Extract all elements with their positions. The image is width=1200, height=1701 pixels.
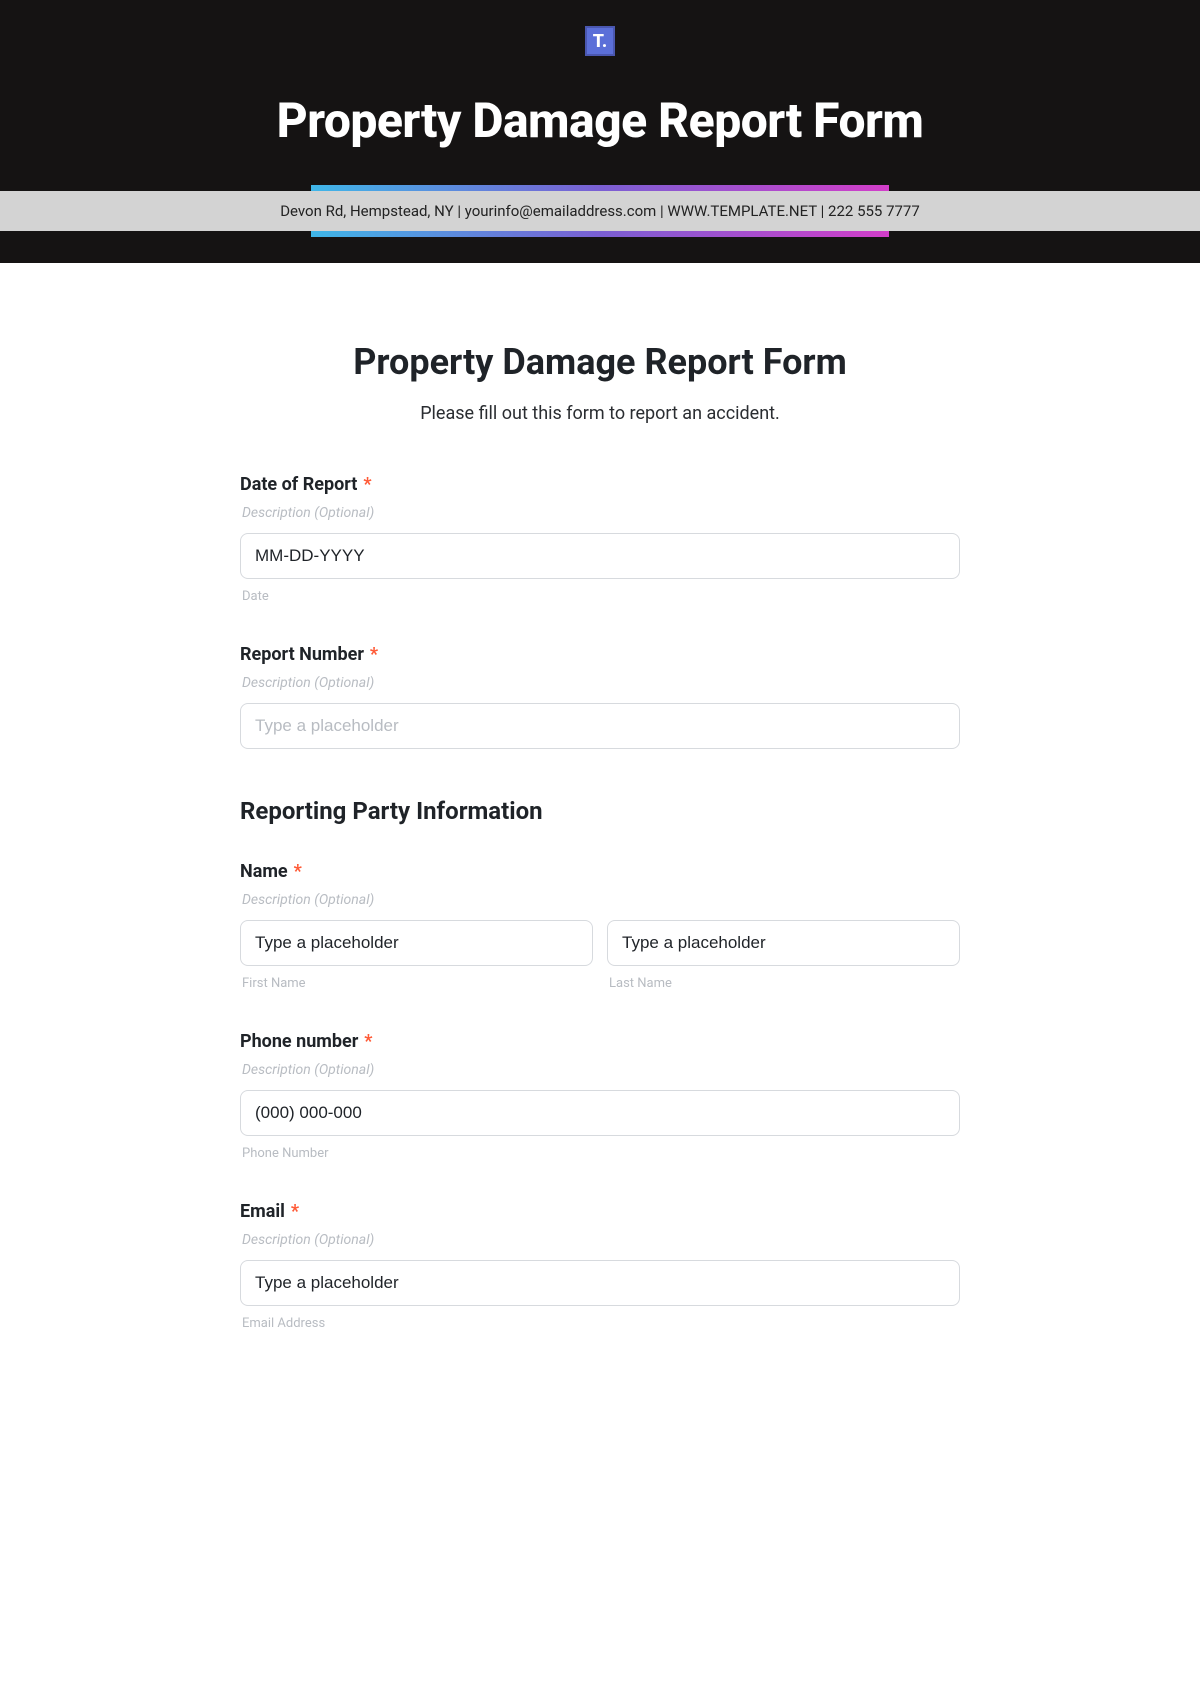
phone-label: Phone number — [240, 1031, 358, 1052]
field-email: Email * Description (Optional) Email Add… — [240, 1201, 960, 1331]
email-input[interactable] — [240, 1260, 960, 1306]
report-number-label: Report Number — [240, 644, 364, 665]
report-number-description: Description (Optional) — [240, 675, 960, 691]
date-sublabel: Date — [240, 589, 960, 604]
form-container: Property Damage Report Form Please fill … — [240, 263, 960, 1411]
date-input[interactable] — [240, 533, 960, 579]
logo-container: T. — [0, 20, 1200, 74]
phone-description: Description (Optional) — [240, 1062, 960, 1078]
form-subtitle: Please fill out this form to report an a… — [240, 403, 960, 424]
header-bottom-spacer — [0, 237, 1200, 263]
field-phone: Phone number * Description (Optional) Ph… — [240, 1031, 960, 1161]
required-mark: * — [291, 1201, 299, 1222]
name-row: First Name Last Name — [240, 920, 960, 991]
required-mark: * — [364, 1031, 372, 1052]
last-name-sublabel: Last Name — [607, 976, 960, 991]
form-title: Property Damage Report Form — [240, 341, 960, 383]
required-mark: * — [370, 644, 378, 665]
phone-sublabel: Phone Number — [240, 1146, 960, 1161]
name-label: Name — [240, 861, 288, 882]
field-date-of-report: Date of Report * Description (Optional) … — [240, 474, 960, 604]
banner-title: Property Damage Report Form — [0, 74, 1200, 185]
phone-input[interactable] — [240, 1090, 960, 1136]
section-reporting-party: Reporting Party Information — [240, 797, 960, 825]
first-name-sublabel: First Name — [240, 976, 593, 991]
field-label-row: Report Number * — [240, 644, 960, 665]
first-name-input[interactable] — [240, 920, 593, 966]
report-number-input[interactable] — [240, 703, 960, 749]
field-name: Name * Description (Optional) First Name… — [240, 861, 960, 991]
field-label-row: Phone number * — [240, 1031, 960, 1052]
last-name-input[interactable] — [607, 920, 960, 966]
email-sublabel: Email Address — [240, 1316, 960, 1331]
field-label-row: Email * — [240, 1201, 960, 1222]
field-report-number: Report Number * Description (Optional) — [240, 644, 960, 749]
field-label-row: Name * — [240, 861, 960, 882]
email-label: Email — [240, 1201, 285, 1222]
required-mark: * — [294, 861, 302, 882]
date-label: Date of Report — [240, 474, 357, 495]
email-description: Description (Optional) — [240, 1232, 960, 1248]
contact-info-strip: Devon Rd, Hempstead, NY | yourinfo@email… — [0, 191, 1200, 231]
brand-logo: T. — [585, 26, 615, 56]
date-description: Description (Optional) — [240, 505, 960, 521]
name-description: Description (Optional) — [240, 892, 960, 908]
header-banner: T. Property Damage Report Form Devon Rd,… — [0, 0, 1200, 263]
required-mark: * — [363, 474, 371, 495]
field-label-row: Date of Report * — [240, 474, 960, 495]
